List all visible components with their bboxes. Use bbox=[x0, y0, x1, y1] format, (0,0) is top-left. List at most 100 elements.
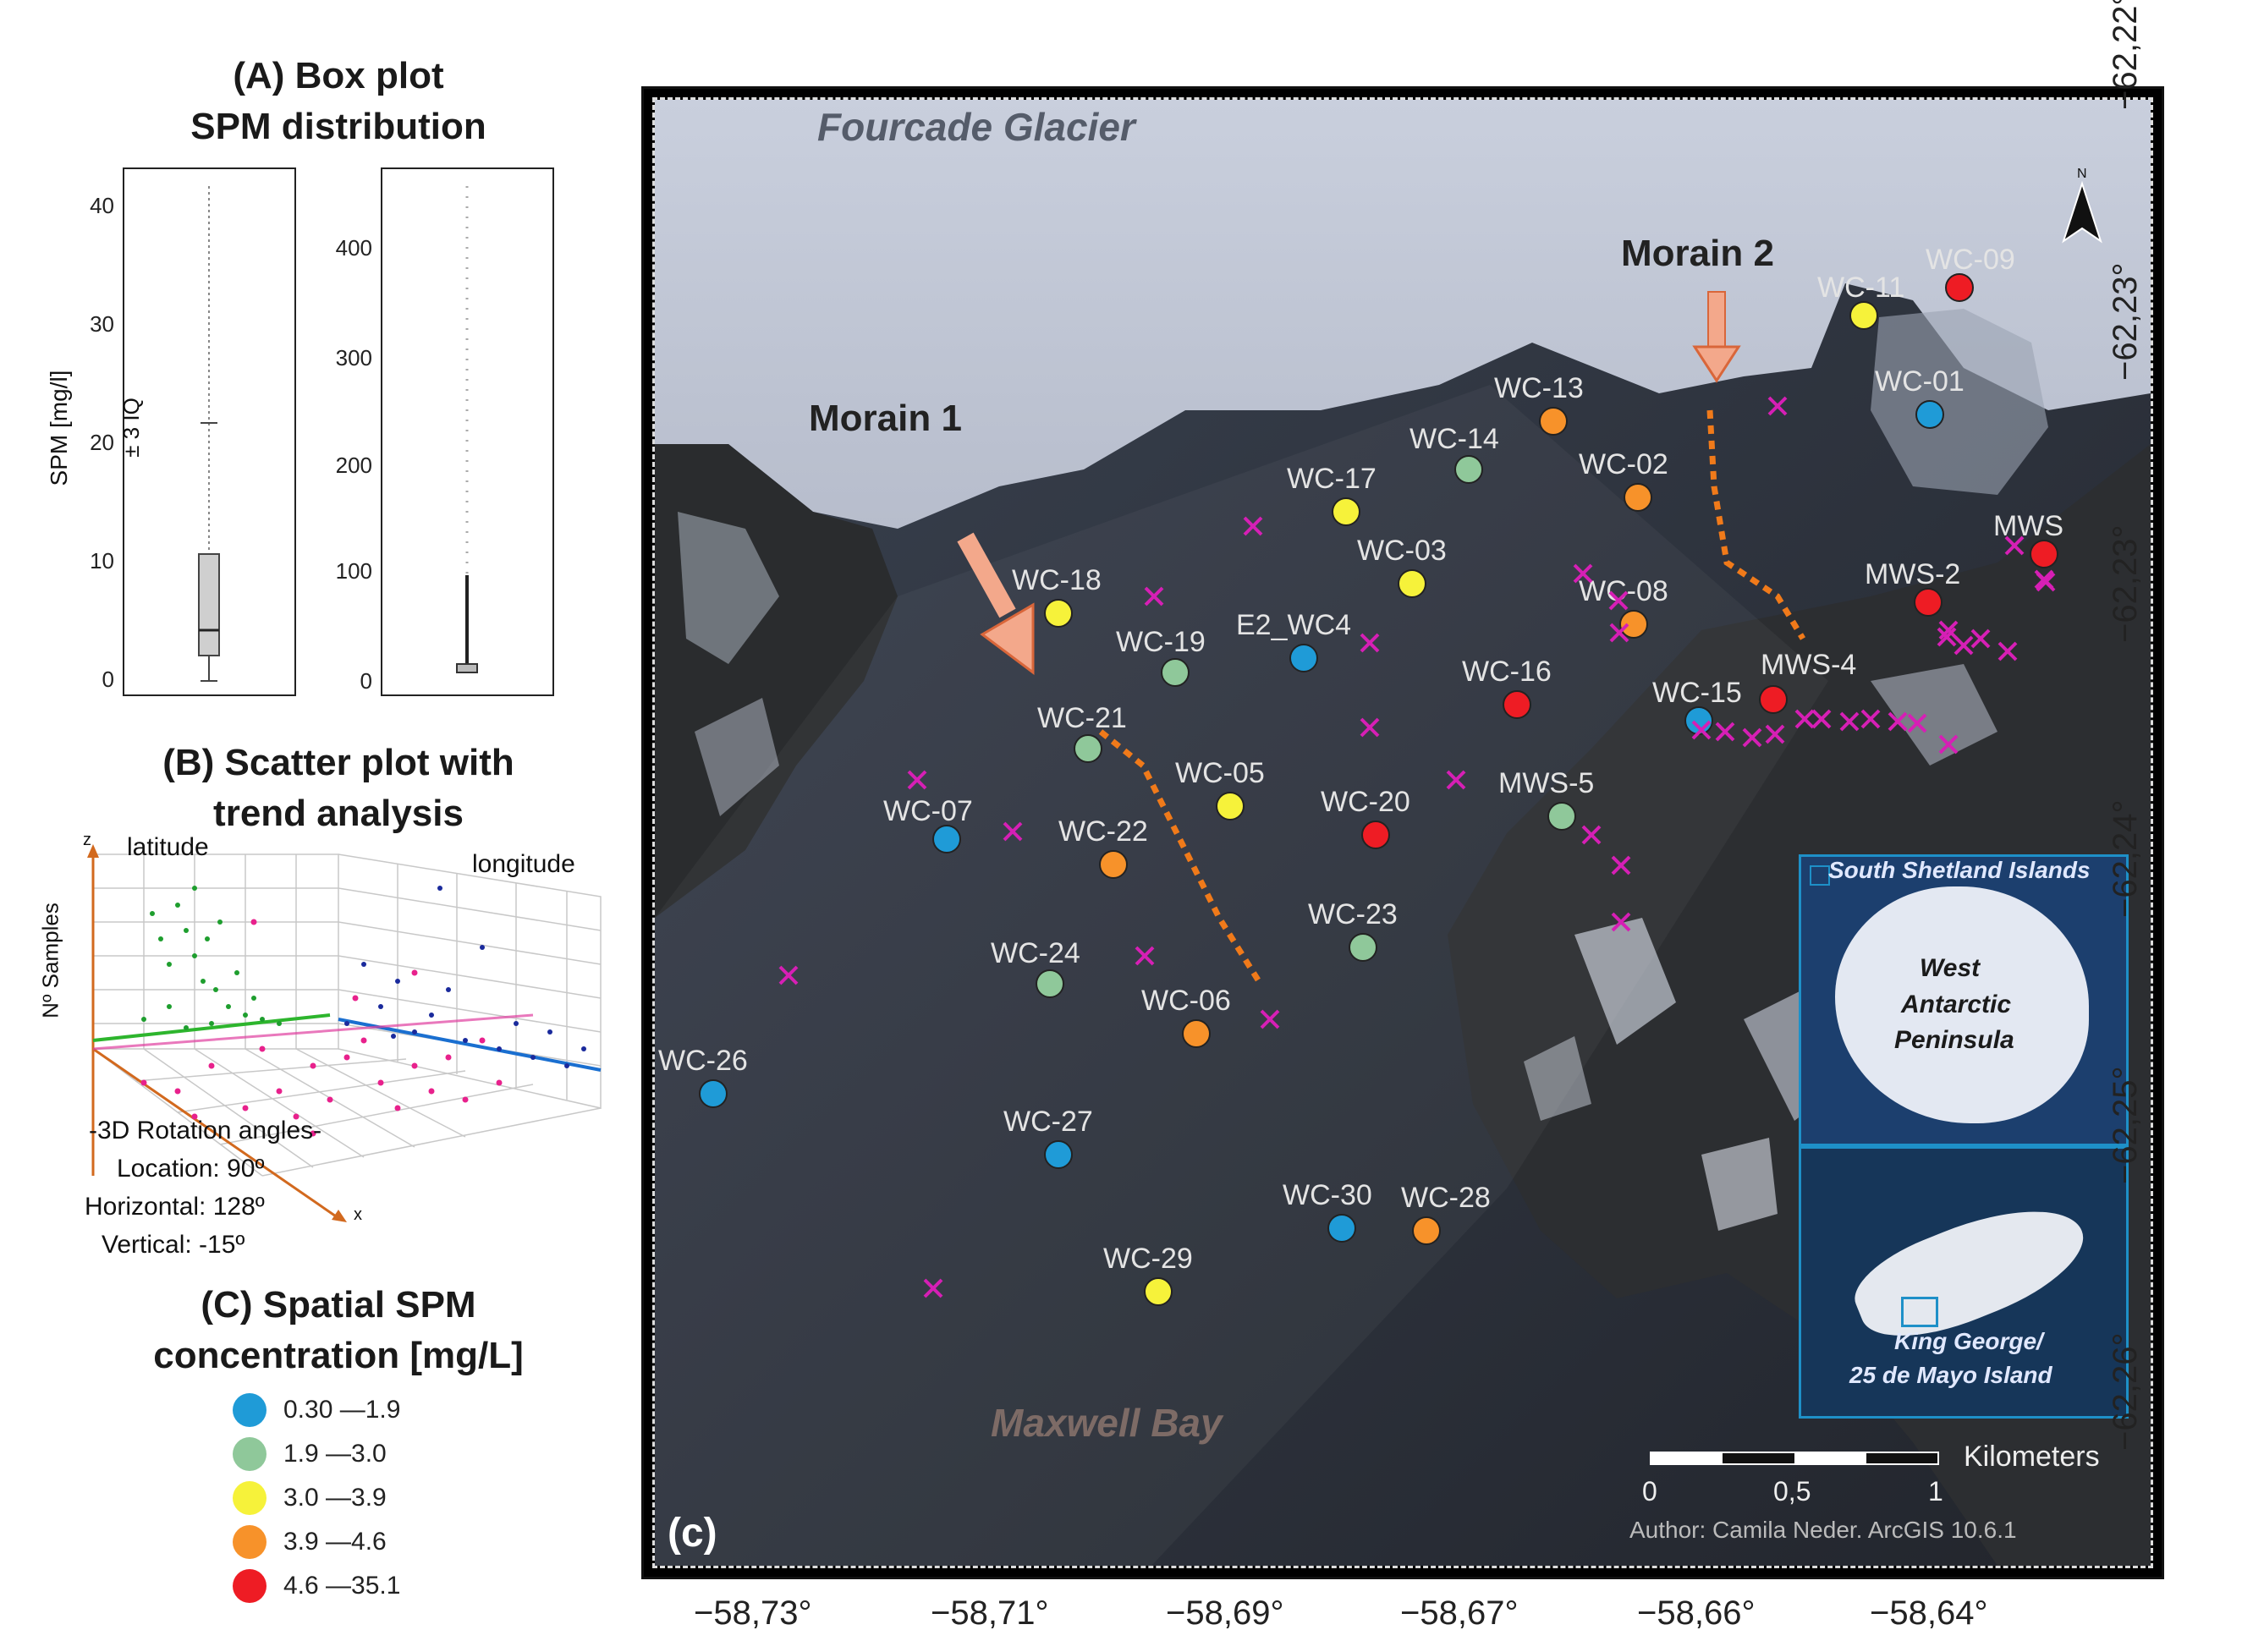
y-tick-5: −62,25° bbox=[2107, 1066, 2144, 1184]
station-label: MWS-2 bbox=[1865, 558, 1961, 590]
inset2-line-1: King George/ bbox=[1894, 1328, 2043, 1354]
inset2-line-2: 25 de Mayo Island bbox=[1849, 1362, 2052, 1388]
station-label: WC-16 bbox=[1462, 656, 1552, 688]
station-marker bbox=[1044, 599, 1073, 628]
station-marker bbox=[1915, 400, 1944, 429]
sample-cross-icon bbox=[1938, 620, 1959, 640]
station-label: MWS-5 bbox=[1498, 767, 1595, 799]
station-marker bbox=[1539, 407, 1568, 436]
glacier-area bbox=[655, 100, 2151, 529]
sample-cross-icon bbox=[1243, 516, 1263, 536]
x-tick-3: −58,69° bbox=[1166, 1594, 1284, 1632]
sample-cross-icon bbox=[1715, 722, 1735, 742]
station-marker bbox=[1144, 1277, 1173, 1306]
inset-region-line-3: Peninsula bbox=[1894, 1026, 2014, 1054]
map-frame: West Antarctic Peninsula South Shetland … bbox=[641, 86, 2164, 1579]
sample-cross-icon bbox=[1611, 912, 1631, 932]
station-label: WC-15 bbox=[1652, 677, 1742, 709]
right-tick-0: 0 bbox=[360, 668, 372, 694]
legend-swatch bbox=[233, 1393, 267, 1427]
legend-item: 3.0 —3.9 bbox=[233, 1479, 387, 1517]
box-right bbox=[456, 663, 478, 673]
station-marker bbox=[1182, 1019, 1211, 1048]
station-marker bbox=[1216, 792, 1245, 821]
station-marker bbox=[1327, 1214, 1356, 1243]
station-label: WC-06 bbox=[1141, 985, 1231, 1017]
sample-cross-icon bbox=[1938, 734, 1959, 755]
panel-c-label: (c) bbox=[668, 1511, 717, 1556]
legend-title-2: concentration [mg/L] bbox=[153, 1335, 524, 1376]
station-label: WC-07 bbox=[883, 795, 973, 827]
sample-cross-icon bbox=[2036, 572, 2056, 592]
inset-region-line-1: West bbox=[1920, 954, 1981, 982]
panel-a-title-1: (A) Box plot bbox=[233, 55, 444, 96]
sample-cross-icon bbox=[1609, 623, 1629, 643]
boxplot-right bbox=[381, 167, 554, 696]
latitude-label: latitude bbox=[127, 833, 209, 861]
sample-cross-icon bbox=[1767, 396, 1788, 416]
station-label: WC-05 bbox=[1175, 757, 1265, 789]
sample-cross-icon bbox=[1135, 946, 1155, 966]
station-marker bbox=[1361, 821, 1390, 849]
station-label: WC-17 bbox=[1287, 463, 1377, 495]
station-label: WC-01 bbox=[1875, 365, 1965, 398]
station-layer: WC-09 WC-11 WC-01 MWS MWS-2 WC-13 WC-14 WC-02 WC… bbox=[644, 89, 2162, 1577]
station-label: WC-29 bbox=[1103, 1243, 1193, 1275]
morain2-arrow bbox=[1692, 291, 1741, 383]
sample-cross-icon bbox=[1360, 717, 1380, 738]
station-label: WC-20 bbox=[1321, 786, 1410, 818]
z-axis-label: z bbox=[83, 831, 91, 849]
station-label: MWS bbox=[1993, 510, 2064, 542]
station-marker bbox=[1074, 734, 1102, 763]
station-label: MWS-4 bbox=[1761, 649, 1857, 681]
legend-title-1: (C) Spatial SPM bbox=[201, 1284, 476, 1325]
inset1-title: South Shetland Islands bbox=[1828, 857, 2091, 883]
sample-cross-icon bbox=[1954, 635, 1974, 656]
green-points bbox=[141, 886, 282, 1030]
sample-cross-icon bbox=[1794, 709, 1815, 729]
sample-cross-icon bbox=[1611, 855, 1631, 875]
panel-b-title-2: trend analysis bbox=[213, 793, 464, 834]
station-marker bbox=[1099, 850, 1128, 879]
legend-list: 0.30 —1.9 1.9 —3.0 3.0 —3.9 3.9 —4.6 4.6 —35… bbox=[233, 1391, 486, 1603]
scatter-3d bbox=[59, 837, 609, 1227]
station-label: WC-02 bbox=[1579, 448, 1668, 480]
panel-b-title-1: (B) Scatter plot with bbox=[162, 742, 514, 783]
legend-label: 1.9 —3.0 bbox=[283, 1440, 387, 1468]
sample-cross-icon bbox=[1573, 563, 1593, 584]
station-marker bbox=[1289, 644, 1318, 672]
sample-cross-icon bbox=[1997, 641, 2018, 661]
station-label: WC-30 bbox=[1283, 1179, 1372, 1211]
right-tick-300: 300 bbox=[335, 345, 372, 370]
samples-ylabel: Nº Samples bbox=[37, 903, 63, 1018]
station-label: WC-09 bbox=[1926, 244, 2015, 276]
station-label: WC-23 bbox=[1308, 898, 1398, 930]
x-tick-6: −58,64° bbox=[1870, 1594, 1988, 1632]
sample-cross-icon bbox=[1360, 633, 1380, 653]
y-tick-2: −62,23° bbox=[2107, 262, 2144, 381]
legend-label: 3.9 —4.6 bbox=[283, 1528, 387, 1556]
inset-region-line-2: Antarctic bbox=[1901, 991, 2012, 1018]
sample-cross-icon bbox=[1446, 770, 1466, 790]
sample-cross-icon bbox=[2004, 535, 2025, 556]
scale-tick-05: 0,5 bbox=[1773, 1476, 1811, 1507]
left-tick-40: 40 bbox=[90, 193, 114, 218]
station-marker bbox=[932, 825, 961, 853]
blue-points bbox=[344, 886, 586, 1068]
sample-cross-icon bbox=[1839, 711, 1860, 732]
station-marker bbox=[1036, 969, 1064, 998]
rotation-vertical: Vertical: -15º bbox=[102, 1231, 245, 1259]
scale-tick-1: 1 bbox=[1928, 1476, 1943, 1507]
y-tick-1: −62,22° bbox=[2107, 0, 2144, 110]
station-marker bbox=[1332, 497, 1360, 526]
sample-cross-icon bbox=[1937, 627, 1957, 647]
rotation-title: -3D Rotation angles- bbox=[89, 1117, 322, 1144]
morain1-label: Morain 1 bbox=[809, 398, 962, 439]
sample-cross-icon bbox=[1608, 590, 1629, 611]
station-marker bbox=[1349, 933, 1377, 962]
legend-swatch bbox=[233, 1525, 267, 1559]
x-tick-1: −58,73° bbox=[694, 1594, 812, 1632]
x-axis-label: x bbox=[354, 1205, 362, 1224]
station-marker bbox=[1624, 483, 1652, 512]
station-marker bbox=[1503, 690, 1531, 719]
